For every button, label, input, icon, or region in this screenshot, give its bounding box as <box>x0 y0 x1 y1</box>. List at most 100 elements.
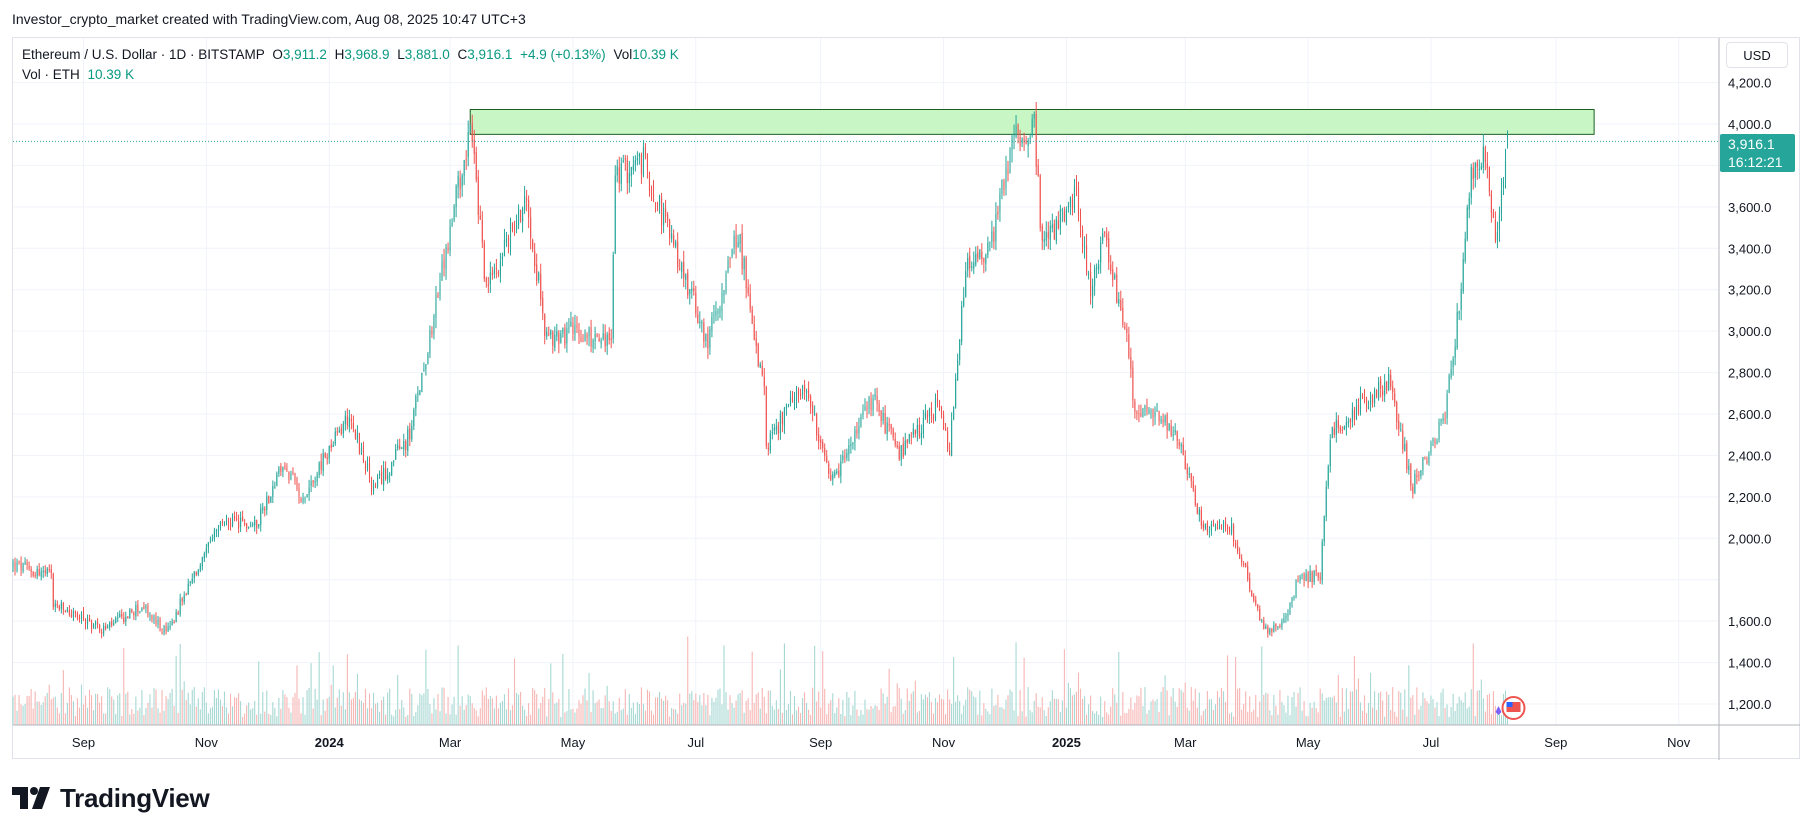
currency-button[interactable]: USD <box>1726 42 1788 68</box>
candle-body <box>920 432 922 438</box>
candle-body <box>266 496 268 510</box>
volume-bar <box>1337 674 1339 725</box>
volume-bar <box>564 712 566 725</box>
symbol-title[interactable]: Ethereum / U.S. Dollar · 1D · BITSTAMP <box>22 47 265 62</box>
candle-body <box>1251 590 1253 597</box>
candle-body <box>1088 273 1090 275</box>
candle-body <box>435 294 437 318</box>
volume-bar <box>95 693 97 725</box>
candle-body <box>808 389 810 399</box>
candle-body <box>171 621 173 626</box>
volume-bar <box>808 709 810 725</box>
candle-body <box>689 289 691 295</box>
candle-body <box>904 440 906 456</box>
volume-bar <box>80 684 83 725</box>
candle-body <box>336 431 338 433</box>
tradingview-logo[interactable]: TradingView <box>12 782 210 814</box>
volume-bar <box>1372 707 1374 725</box>
volume-bar <box>769 690 771 725</box>
candle-body <box>1212 524 1214 526</box>
candle-body <box>356 432 358 440</box>
candle-body <box>1291 597 1293 604</box>
volume-bar <box>366 708 369 725</box>
candle-body <box>1226 526 1229 530</box>
candle-body <box>469 124 471 132</box>
volume-bar <box>1285 712 1287 725</box>
volume-bar <box>491 698 493 725</box>
candle-body <box>40 571 42 577</box>
candle-body <box>928 408 931 417</box>
candle-body <box>997 212 999 215</box>
volume-bar <box>548 698 550 725</box>
candle-body <box>117 617 119 619</box>
candle-body <box>520 210 522 222</box>
candle-body <box>238 521 240 529</box>
candle-body <box>622 160 624 162</box>
volume-bar <box>1073 694 1076 725</box>
volume-bar <box>1104 701 1106 725</box>
candle-body <box>610 338 612 341</box>
candle-body <box>344 415 346 424</box>
volume-bar <box>1422 692 1424 725</box>
volume-bar <box>163 710 165 725</box>
volume-bar <box>1164 675 1166 725</box>
candle-body <box>346 416 348 426</box>
candle-body <box>737 242 739 248</box>
candle-body <box>608 332 610 341</box>
candle-body <box>316 474 318 482</box>
volume-bar <box>387 692 389 725</box>
volume-bar <box>818 691 820 725</box>
volume-bar <box>967 687 969 725</box>
volume-bar <box>1281 702 1283 725</box>
candle-body <box>362 447 365 463</box>
candle-body <box>453 206 455 221</box>
candles <box>12 102 1509 639</box>
candle-body <box>101 631 103 634</box>
volume-bar <box>431 713 433 725</box>
candle-body <box>727 259 729 273</box>
candle-body <box>105 625 107 629</box>
candle-body <box>290 473 292 479</box>
volume-bar <box>630 707 632 725</box>
candle-body <box>405 441 407 451</box>
volume-bar <box>101 696 103 725</box>
candle-body <box>912 428 914 435</box>
candle-body <box>874 394 876 397</box>
economic-event-icon[interactable] <box>1495 696 1526 720</box>
volume-bar <box>1261 646 1263 725</box>
volume-indicator-label[interactable]: Vol · ETH <box>22 67 80 82</box>
candle-body <box>1178 442 1180 445</box>
candle-body <box>1331 427 1333 439</box>
candle-body <box>1396 402 1398 423</box>
candle-body <box>864 405 866 410</box>
candle-body <box>1492 212 1494 218</box>
candle-body <box>1267 626 1269 634</box>
candle-body <box>137 604 139 613</box>
volume-bar <box>1216 690 1219 725</box>
candle-body <box>1464 238 1466 262</box>
volume-bar <box>1134 702 1136 725</box>
volume-bar <box>346 654 348 725</box>
volume-bar <box>24 703 26 725</box>
candle-body <box>457 175 459 188</box>
candle-body <box>830 475 832 480</box>
candle-body <box>906 439 908 444</box>
candle-body <box>715 311 717 316</box>
candle-body <box>518 208 520 226</box>
volume-bar <box>518 694 520 725</box>
candle-body <box>14 561 16 571</box>
volume-label: Vol <box>613 47 633 62</box>
volume-bar <box>195 706 197 725</box>
volume-bar <box>663 700 665 725</box>
candle-body <box>370 480 373 490</box>
volume-bar <box>868 709 870 725</box>
volume-bar <box>379 711 381 725</box>
volume-bar <box>26 695 28 725</box>
volume-bar <box>219 699 222 725</box>
volume-bar <box>223 691 226 725</box>
volume-bar <box>1128 708 1130 725</box>
candle-body <box>203 553 205 559</box>
volume-bar <box>1176 706 1178 725</box>
candle-body <box>558 332 560 344</box>
